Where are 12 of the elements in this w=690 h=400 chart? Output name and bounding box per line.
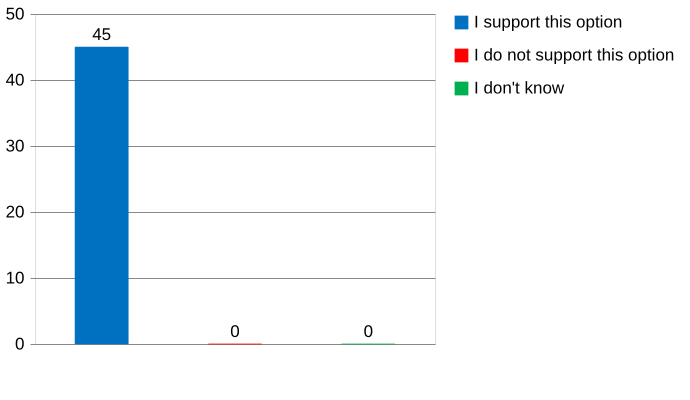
data-label: 0 — [230, 322, 240, 341]
data-label: 45 — [92, 25, 112, 44]
data-label: 0 — [364, 322, 374, 341]
legend-label: I support this option — [474, 12, 622, 32]
legend-label: I do not support this option — [474, 46, 674, 64]
y-tick-label: 0 — [15, 334, 24, 354]
y-tick-label: 50 — [6, 4, 24, 24]
y-tick-label: 20 — [6, 202, 24, 222]
y-tick-label: 40 — [6, 70, 24, 90]
y-tick-label: 30 — [6, 136, 24, 156]
y-tick-label: 10 — [6, 268, 24, 288]
legend-label: I don't know — [474, 78, 565, 98]
